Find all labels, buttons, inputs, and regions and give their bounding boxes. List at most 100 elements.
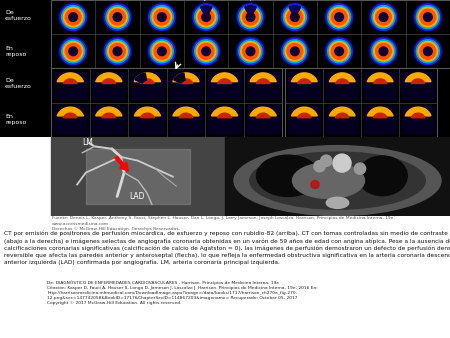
Polygon shape xyxy=(212,107,238,116)
Text: LAD: LAD xyxy=(129,192,145,201)
Bar xyxy=(225,137,450,216)
Circle shape xyxy=(108,42,127,61)
Polygon shape xyxy=(212,73,238,82)
Polygon shape xyxy=(102,79,116,83)
Circle shape xyxy=(239,6,262,29)
Circle shape xyxy=(314,161,325,172)
Polygon shape xyxy=(297,79,311,83)
Circle shape xyxy=(420,43,436,59)
Bar xyxy=(326,106,358,134)
Polygon shape xyxy=(329,107,355,116)
Polygon shape xyxy=(173,107,199,116)
Circle shape xyxy=(414,38,441,65)
Circle shape xyxy=(192,37,220,66)
Circle shape xyxy=(103,3,132,31)
Circle shape xyxy=(158,13,166,21)
Circle shape xyxy=(110,43,126,59)
Circle shape xyxy=(379,47,388,56)
Circle shape xyxy=(193,38,220,65)
Circle shape xyxy=(239,40,262,63)
Bar xyxy=(402,72,434,99)
Circle shape xyxy=(246,13,255,21)
Circle shape xyxy=(331,9,347,25)
Circle shape xyxy=(285,7,305,27)
Circle shape xyxy=(243,43,258,59)
Polygon shape xyxy=(140,113,154,118)
Circle shape xyxy=(59,37,88,66)
Bar xyxy=(208,72,241,99)
Circle shape xyxy=(376,9,392,25)
Circle shape xyxy=(154,9,170,25)
Circle shape xyxy=(328,40,351,63)
Polygon shape xyxy=(405,73,431,82)
Circle shape xyxy=(202,13,211,21)
Circle shape xyxy=(370,4,397,30)
Circle shape xyxy=(150,40,173,63)
Circle shape xyxy=(148,3,176,31)
Circle shape xyxy=(104,4,130,30)
Circle shape xyxy=(110,9,126,25)
Circle shape xyxy=(311,180,319,189)
Circle shape xyxy=(65,43,81,59)
Wedge shape xyxy=(245,6,256,17)
Bar xyxy=(288,106,320,134)
Circle shape xyxy=(196,7,216,27)
Polygon shape xyxy=(135,107,161,116)
Bar xyxy=(51,0,450,69)
Circle shape xyxy=(246,47,255,56)
Circle shape xyxy=(372,6,395,29)
Polygon shape xyxy=(374,79,387,83)
Text: Mc
Graw
Hill
Education: Mc Graw Hill Education xyxy=(8,295,37,317)
Circle shape xyxy=(106,6,129,29)
Text: En
reposo: En reposo xyxy=(5,46,27,57)
Wedge shape xyxy=(200,6,212,17)
Circle shape xyxy=(236,3,265,31)
Text: LM: LM xyxy=(82,138,93,147)
Circle shape xyxy=(280,37,309,66)
Circle shape xyxy=(374,42,393,61)
Polygon shape xyxy=(218,79,231,83)
Polygon shape xyxy=(57,73,83,82)
Circle shape xyxy=(62,40,85,63)
Circle shape xyxy=(284,40,306,63)
Circle shape xyxy=(331,43,347,59)
Polygon shape xyxy=(411,79,425,83)
Bar xyxy=(86,149,190,204)
Circle shape xyxy=(150,6,173,29)
Circle shape xyxy=(414,3,442,31)
Text: De: DIAGNÓSTICO DE ENFERMEDADES CARDIOVASCULARES , Harrison. Principios de Medic: De: DIAGNÓSTICO DE ENFERMEDADES CARDIOVA… xyxy=(47,281,318,306)
Circle shape xyxy=(287,9,303,25)
Circle shape xyxy=(325,37,354,66)
Circle shape xyxy=(65,9,81,25)
Circle shape xyxy=(63,7,83,27)
Circle shape xyxy=(285,42,305,61)
Circle shape xyxy=(103,37,132,66)
Polygon shape xyxy=(256,79,270,83)
Circle shape xyxy=(60,4,86,30)
Polygon shape xyxy=(174,73,185,83)
Circle shape xyxy=(195,6,218,29)
Circle shape xyxy=(328,6,351,29)
Circle shape xyxy=(414,37,442,66)
Circle shape xyxy=(154,43,170,59)
Circle shape xyxy=(326,38,352,65)
Polygon shape xyxy=(411,113,425,118)
Wedge shape xyxy=(289,6,301,17)
Circle shape xyxy=(418,42,437,61)
Circle shape xyxy=(236,37,265,66)
Circle shape xyxy=(376,43,392,59)
Circle shape xyxy=(320,155,332,166)
Ellipse shape xyxy=(250,152,425,209)
Circle shape xyxy=(326,4,352,30)
Circle shape xyxy=(158,47,166,56)
Circle shape xyxy=(355,163,365,174)
Circle shape xyxy=(148,37,176,66)
Circle shape xyxy=(193,4,220,30)
Circle shape xyxy=(59,3,88,31)
Circle shape xyxy=(113,13,122,21)
Polygon shape xyxy=(96,107,122,116)
Circle shape xyxy=(148,4,175,30)
Circle shape xyxy=(369,37,398,66)
Wedge shape xyxy=(246,7,256,17)
Circle shape xyxy=(237,4,264,30)
